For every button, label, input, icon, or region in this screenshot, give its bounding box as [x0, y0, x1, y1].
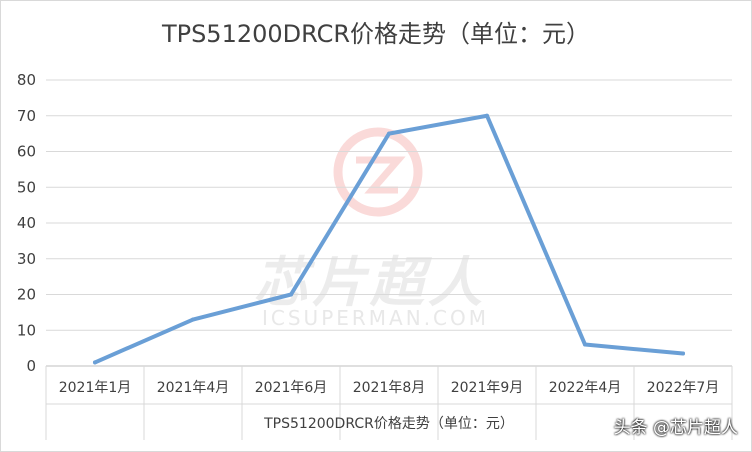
watermark-logo — [333, 127, 423, 217]
x-axis-title: TPS51200DRCR价格走势（单位：元） — [263, 416, 514, 432]
x-tick-label: 2021年1月 — [59, 380, 132, 396]
watermark-text: 芯片超人 — [254, 251, 486, 314]
x-tick-label: 2021年6月 — [255, 380, 328, 396]
data-point — [93, 360, 97, 365]
y-tick-label: 40 — [17, 214, 36, 232]
source-credit: 头条 @芯片超人 — [613, 418, 738, 438]
x-tick-label: 2021年4月 — [157, 380, 230, 396]
x-tick-label: 2022年7月 — [647, 380, 720, 396]
x-tick-label: 2021年8月 — [353, 380, 426, 396]
watermark-url: ICSUPERMAN.COM — [262, 306, 490, 330]
y-tick-label: 0 — [26, 357, 36, 375]
data-point — [191, 317, 195, 322]
data-point — [583, 342, 587, 347]
data-point — [387, 131, 391, 136]
data-point — [289, 292, 293, 297]
y-tick-label: 80 — [17, 71, 36, 89]
x-tick-label: 2022年4月 — [549, 380, 622, 396]
y-tick-label: 20 — [17, 286, 36, 304]
x-axis: 2021年1月 2021年4月 2021年6月 2021年8月 2021年9月 2022年… — [45, 365, 733, 440]
chart-title: TPS51200DRCR价格走势（单位：元） — [161, 20, 591, 48]
series-line — [93, 113, 685, 365]
series-group — [93, 113, 685, 365]
y-tick-label: 60 — [17, 143, 36, 161]
y-tick-label: 50 — [17, 178, 36, 196]
y-tick-label: 10 — [17, 321, 36, 339]
y-tick-label: 70 — [17, 107, 36, 125]
data-point — [485, 113, 489, 118]
data-point — [681, 351, 685, 356]
y-tick-label: 30 — [17, 250, 36, 268]
gridlines — [46, 79, 732, 331]
x-tick-label: 2021年9月 — [451, 380, 524, 396]
y-axis-ticks: 0 10 20 30 40 50 60 70 80 — [17, 71, 36, 375]
